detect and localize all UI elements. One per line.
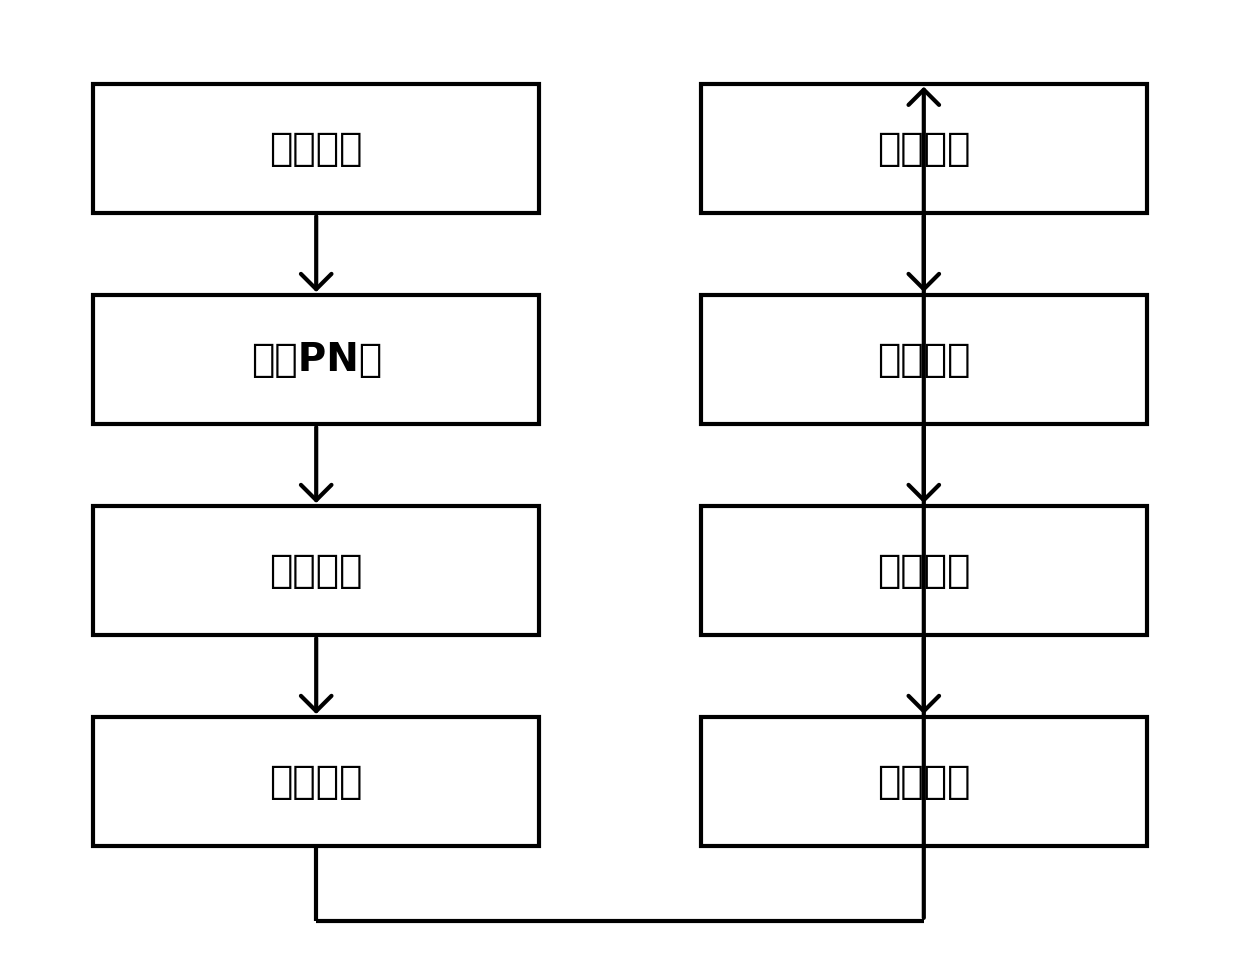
Text: 蚀刻抛光: 蚀刻抛光 — [269, 551, 363, 590]
Text: 正面镀膜: 正面镀膜 — [877, 551, 971, 590]
Text: 制作PN结: 制作PN结 — [250, 340, 382, 379]
Bar — [701, 717, 1147, 847]
Bar — [93, 294, 539, 424]
Text: 电极制作: 电极制作 — [877, 762, 971, 801]
Text: 表面制绒: 表面制绒 — [269, 129, 363, 168]
Text: 修复优化: 修复优化 — [877, 340, 971, 379]
Bar — [701, 84, 1147, 214]
Text: 激光开槽: 激光开槽 — [877, 129, 971, 168]
Bar — [93, 505, 539, 635]
Bar — [701, 294, 1147, 424]
Bar — [701, 505, 1147, 635]
Bar — [93, 84, 539, 214]
Bar — [93, 717, 539, 847]
Text: 背面钝化: 背面钝化 — [269, 762, 363, 801]
